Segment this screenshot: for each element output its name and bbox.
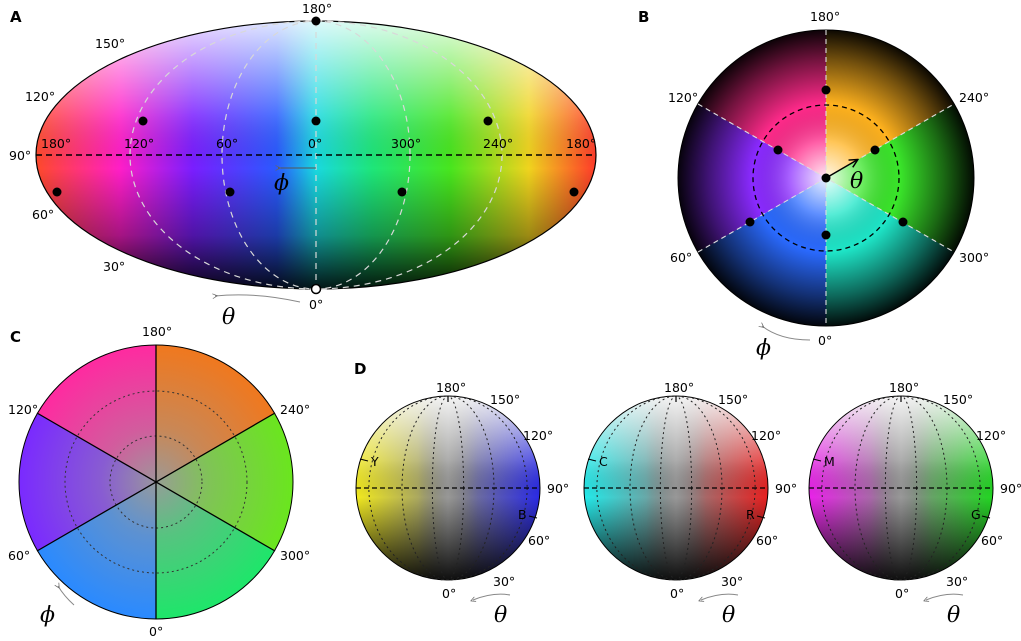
polar-color-disk-b	[678, 30, 974, 326]
theta-tick-0: 0°	[895, 586, 909, 601]
theta-tick-30: 30°	[103, 259, 125, 274]
panel-d: D 180° 150° 120° 90° 60° 30° 0° Y Bθ 180° 150° 120°…	[354, 360, 1021, 628]
c-tick-300: 300°	[280, 548, 310, 563]
theta-tick-150: 150°	[95, 36, 125, 51]
theta-tick-30: 30°	[493, 574, 515, 589]
phi-tick-240: 240°	[483, 136, 513, 151]
theta-arrow	[701, 593, 739, 600]
theta-tick-0: 0°	[670, 586, 684, 601]
b-tick-240: 240°	[959, 90, 989, 105]
right-color-label: B	[518, 507, 527, 522]
theta-tick-150: 150°	[943, 392, 973, 407]
theta-tick-90: 90°	[547, 481, 569, 496]
theta-arrow-b	[825, 160, 857, 179]
b-tick-120: 120°	[668, 90, 698, 105]
c-tick-0: 0°	[149, 624, 163, 639]
left-label-leader	[587, 458, 597, 462]
equator-circle-b	[752, 104, 900, 252]
theta-arrow	[473, 593, 511, 600]
theta-tick-150: 150°	[718, 392, 748, 407]
panel-a-letter: A	[10, 8, 22, 26]
c-tick-180: 180°	[142, 324, 172, 339]
phi-symbol-b: ϕ	[756, 336, 771, 361]
theta-tick-90: 90°	[775, 481, 797, 496]
theta-arrow	[926, 593, 964, 600]
theta-tick-60: 60°	[981, 533, 1003, 548]
phi-tick-300: 300°	[391, 136, 421, 151]
theta-tick-120: 120°	[25, 89, 55, 104]
theta-tick-120: 120°	[976, 428, 1006, 443]
theta-tick-30: 30°	[721, 574, 743, 589]
sphere-3: 180° 150° 120° 90° 60° 30° 0° M Gθ	[808, 380, 1021, 628]
phi-tick-0: 0°	[308, 136, 322, 151]
theta-tick-0: 0°	[309, 297, 323, 312]
phi-tick-60: 60°	[216, 136, 238, 151]
right-label-leader	[528, 515, 538, 519]
left-label-leader	[359, 458, 369, 462]
marker-points-b	[745, 85, 908, 240]
theta-tick-90: 90°	[9, 148, 31, 163]
theta-tick-120: 120°	[523, 428, 553, 443]
phi-arrow-b	[762, 326, 811, 341]
right-label-leader	[756, 515, 766, 519]
panel-d-letter: D	[354, 360, 366, 378]
phi-symbol-a: ϕ	[274, 171, 289, 196]
sphere-2: 180° 150° 120° 90° 60° 30° 0° C Rθ	[583, 380, 797, 628]
sphere-row: 180° 150° 120° 90° 60° 30° 0° Y Bθ 180° 150° 120° 90…	[355, 380, 1021, 628]
phi-tick-180-right: 180°	[566, 136, 596, 151]
theta-tick-120: 120°	[751, 428, 781, 443]
b-tick-0: 0°	[818, 333, 832, 348]
theta-symbol: θ	[722, 603, 735, 628]
theta-symbol: θ	[494, 603, 507, 628]
right-label-leader	[981, 515, 991, 519]
c-tick-60: 60°	[8, 548, 30, 563]
b-tick-300: 300°	[959, 250, 989, 265]
panel-b-letter: B	[638, 8, 649, 26]
theta-tick-60: 60°	[756, 533, 778, 548]
left-color-label: M	[824, 454, 835, 469]
theta-tick-180: 180°	[889, 380, 919, 395]
theta-tick-60: 60°	[32, 207, 54, 222]
theta-symbol: θ	[947, 603, 960, 628]
b-tick-60: 60°	[670, 250, 692, 265]
phi-tick-180-left: 180°	[41, 136, 71, 151]
theta-symbol-b: θ	[850, 169, 863, 194]
c-tick-240: 240°	[280, 402, 310, 417]
right-color-label: G	[971, 507, 981, 522]
b-tick-180: 180°	[810, 9, 840, 24]
phi-tick-120: 120°	[124, 136, 154, 151]
panel-b: B θ 180° 240	[638, 8, 989, 361]
phi-symbol-c: ϕ	[40, 603, 55, 628]
theta-tick-90: 90°	[1000, 481, 1021, 496]
theta-tick-180: 180°	[302, 1, 332, 16]
panel-a: A ϕ 180° 150° 120°	[9, 1, 597, 330]
theta-tick-150: 150°	[490, 392, 520, 407]
c-tick-120: 120°	[8, 402, 38, 417]
theta-tick-180: 180°	[664, 380, 694, 395]
theta-tick-0: 0°	[442, 586, 456, 601]
panel-c-letter: C	[10, 328, 21, 346]
theta-arrow-a	[215, 295, 301, 303]
left-color-label: Y	[370, 454, 379, 469]
right-color-label: R	[746, 507, 755, 522]
theta-tick-30: 30°	[946, 574, 968, 589]
theta-symbol-a: θ	[222, 305, 235, 330]
left-color-label: C	[599, 454, 608, 469]
theta-tick-180: 180°	[436, 380, 466, 395]
panel-c: C 180° 240° 300° 0° 60° 120° ϕ	[8, 324, 310, 639]
marker-points	[52, 16, 579, 295]
theta-tick-60: 60°	[528, 533, 550, 548]
phi-arrow-c	[58, 586, 75, 606]
sphere-1: 180° 150° 120° 90° 60° 30° 0° Y Bθ	[355, 380, 569, 628]
left-label-leader	[812, 458, 822, 462]
spokes-c	[36, 345, 276, 619]
